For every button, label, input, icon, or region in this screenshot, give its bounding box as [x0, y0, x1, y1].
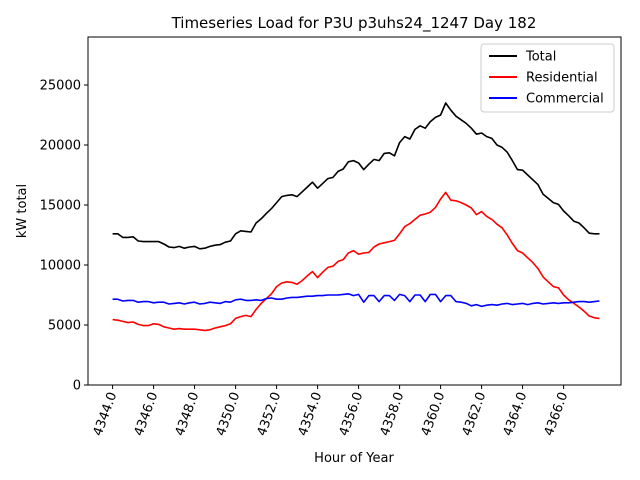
series-line-commercial: [112, 292, 600, 308]
x-tick-label: 4350.0: [214, 390, 244, 438]
series-lines: [112, 102, 600, 332]
x-axis-label: Hour of Year: [314, 451, 394, 466]
y-tick-label: 5000: [48, 319, 81, 334]
y-tick-label: 10000: [40, 259, 81, 274]
y-tick-label: 0: [73, 379, 81, 394]
x-tick-label: 4356.0: [337, 390, 367, 438]
x-tick-label: 4360.0: [419, 390, 449, 438]
x-tick-label: 4362.0: [460, 390, 490, 438]
legend-label-total: Total: [525, 50, 556, 65]
x-tick-label: 4346.0: [132, 390, 162, 438]
x-axis-ticks: 4344.0 4346.0 4348.0 4350.0 4352.0 4354.0 4356…: [91, 385, 572, 438]
x-tick-label: 4366.0: [542, 390, 572, 438]
legend-frame: [480, 43, 615, 113]
x-tick-label: 4348.0: [173, 390, 203, 438]
legend-label-residential: Residential: [526, 71, 598, 86]
x-tick-label: 4354.0: [296, 390, 326, 438]
x-tick-label: 4352.0: [255, 390, 285, 438]
x-tick-label: 4364.0: [501, 390, 531, 438]
series-line-total: [112, 102, 600, 250]
y-axis-label: kW total: [15, 184, 30, 238]
y-axis-ticks: 0 5000 10000 15000 20000 25000: [40, 79, 88, 394]
y-tick-label: 15000: [40, 199, 81, 214]
legend-label-commercial: Commercial: [526, 92, 604, 107]
chart-title: Timeseries Load for P3U p3uhs24_1247 Day…: [171, 14, 537, 33]
legend: Total Residential Commercial: [480, 43, 615, 113]
x-tick-label: 4358.0: [378, 390, 408, 438]
y-tick-label: 20000: [40, 139, 81, 154]
y-tick-label: 25000: [40, 79, 81, 94]
series-line-residential: [112, 191, 600, 332]
x-tick-label: 4344.0: [91, 390, 121, 438]
